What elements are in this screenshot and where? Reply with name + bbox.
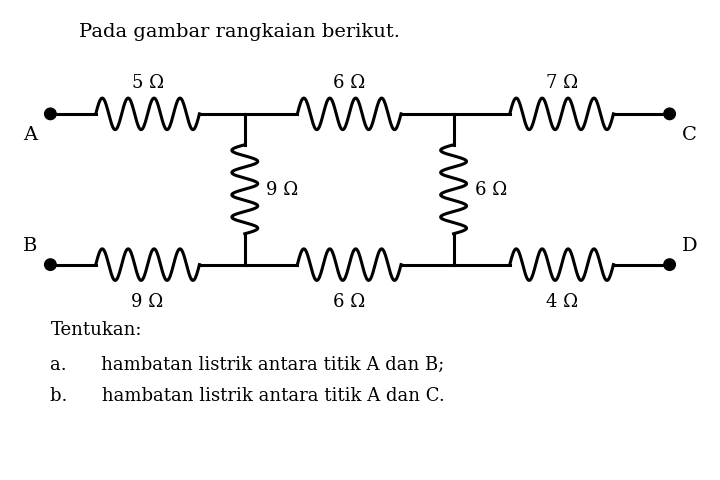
Text: Pada gambar rangkaian berikut.: Pada gambar rangkaian berikut. xyxy=(79,23,400,41)
Circle shape xyxy=(45,109,56,120)
Text: D: D xyxy=(682,236,698,254)
Text: 4 Ω: 4 Ω xyxy=(546,292,577,310)
Text: A: A xyxy=(23,126,37,144)
Circle shape xyxy=(664,259,675,271)
Text: b.      hambatan listrik antara titik A dan C.: b. hambatan listrik antara titik A dan C… xyxy=(50,386,445,405)
Text: Tentukan:: Tentukan: xyxy=(50,321,142,338)
Text: 9 Ω: 9 Ω xyxy=(266,181,299,199)
Circle shape xyxy=(664,109,675,120)
Text: 9 Ω: 9 Ω xyxy=(132,292,163,310)
Text: 6 Ω: 6 Ω xyxy=(333,74,365,92)
Circle shape xyxy=(45,259,56,271)
Text: a.      hambatan listrik antara titik A dan B;: a. hambatan listrik antara titik A dan B… xyxy=(50,355,445,373)
Text: 7 Ω: 7 Ω xyxy=(546,74,577,92)
Text: 5 Ω: 5 Ω xyxy=(132,74,163,92)
Text: C: C xyxy=(683,126,697,144)
Text: 6 Ω: 6 Ω xyxy=(333,292,365,310)
Text: B: B xyxy=(23,236,37,254)
Text: 6 Ω: 6 Ω xyxy=(475,181,508,199)
